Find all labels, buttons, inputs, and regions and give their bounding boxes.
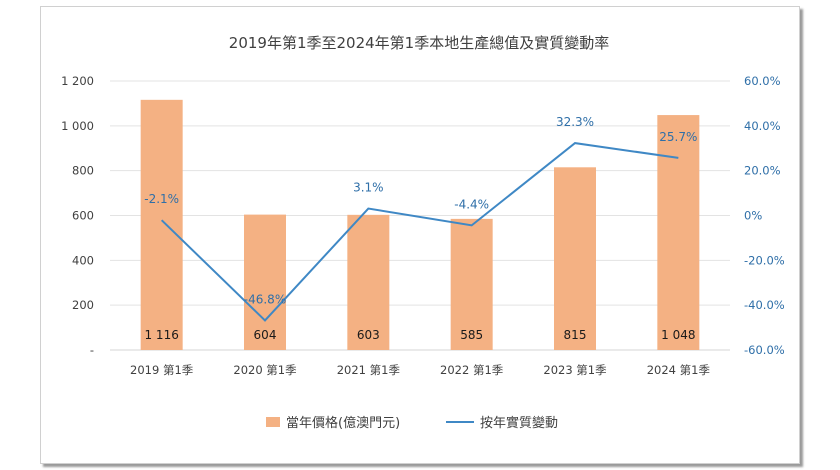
x-axis-tick-label: 2023 第1季 bbox=[543, 363, 607, 377]
bar-data-label: 604 bbox=[254, 328, 277, 342]
x-axis-tick-label: 2022 第1季 bbox=[440, 363, 504, 377]
bar-data-label: 1 116 bbox=[144, 328, 178, 342]
chart-title: 2019年第1季至2024年第1季本地生產總值及實質變動率 bbox=[229, 34, 609, 52]
x-axis-tick-label: 2024 第1季 bbox=[647, 363, 711, 377]
x-axis-tick-label: 2021 第1季 bbox=[337, 363, 401, 377]
right-axis-tick-label: 20.0% bbox=[744, 164, 781, 178]
line-data-label: 25.7% bbox=[659, 130, 697, 144]
legend-label-bar: 當年價格(億澳門元) bbox=[286, 415, 400, 431]
bar bbox=[450, 218, 493, 350]
line-series: -2.1% -46.8% 3.1% -4.4% 32.3% 25.7% bbox=[144, 115, 697, 322]
line-data-label: 32.3% bbox=[556, 115, 594, 129]
left-axis-tick-label: 1 000 bbox=[61, 119, 94, 133]
bar-data-label: 603 bbox=[357, 328, 380, 342]
right-axis: -60.0% -40.0% -20.0% 0% 20.0% 40.0% 60.0% bbox=[744, 74, 785, 357]
line-data-label: -4.4% bbox=[454, 197, 489, 211]
bar bbox=[244, 214, 286, 350]
bar bbox=[347, 214, 390, 350]
line-data-label: -2.1% bbox=[144, 192, 179, 206]
right-axis-tick-label: -40.0% bbox=[744, 298, 785, 312]
x-axis: 2019 第1季 2020 第1季 2021 第1季 2022 第1季 2023 第1季… bbox=[130, 363, 710, 377]
left-axis-tick-label: 200 bbox=[72, 298, 94, 312]
left-axis: - 200 400 600 800 1 000 1 200 bbox=[61, 74, 94, 357]
right-axis-tick-label: 60.0% bbox=[744, 74, 781, 88]
bar-data-label: 585 bbox=[460, 328, 483, 342]
line-data-label: -46.8% bbox=[244, 292, 286, 306]
right-axis-tick-label: -60.0% bbox=[744, 343, 785, 357]
bar-data-label: 815 bbox=[564, 328, 587, 342]
right-axis-tick-label: 40.0% bbox=[744, 119, 781, 133]
right-axis-tick-label: -20.0% bbox=[744, 253, 785, 267]
legend: 當年價格(億澳門元) 按年實質變動 bbox=[266, 415, 558, 431]
bar bbox=[140, 99, 183, 350]
line-path bbox=[160, 142, 679, 322]
left-axis-tick-label: 800 bbox=[72, 164, 94, 178]
bar bbox=[554, 167, 596, 350]
left-axis-tick-label: 400 bbox=[72, 253, 94, 267]
left-axis-tick-label: 600 bbox=[72, 209, 94, 223]
legend-swatch-bar bbox=[266, 417, 280, 427]
legend-label-line: 按年實質變動 bbox=[480, 415, 558, 431]
bar-series: 1 116 604 603 585 815 1 048 bbox=[140, 99, 700, 350]
gridlines bbox=[110, 80, 730, 351]
left-axis-tick-label: - bbox=[90, 343, 94, 357]
bar bbox=[657, 115, 700, 350]
right-axis-tick-label: 0% bbox=[744, 209, 762, 223]
left-axis-tick-label: 1 200 bbox=[61, 74, 94, 88]
x-axis-tick-label: 2019 第1季 bbox=[130, 363, 194, 377]
line-data-label: 3.1% bbox=[353, 181, 384, 195]
bar-data-label: 1 048 bbox=[661, 328, 695, 342]
x-axis-tick-label: 2020 第1季 bbox=[233, 363, 297, 377]
